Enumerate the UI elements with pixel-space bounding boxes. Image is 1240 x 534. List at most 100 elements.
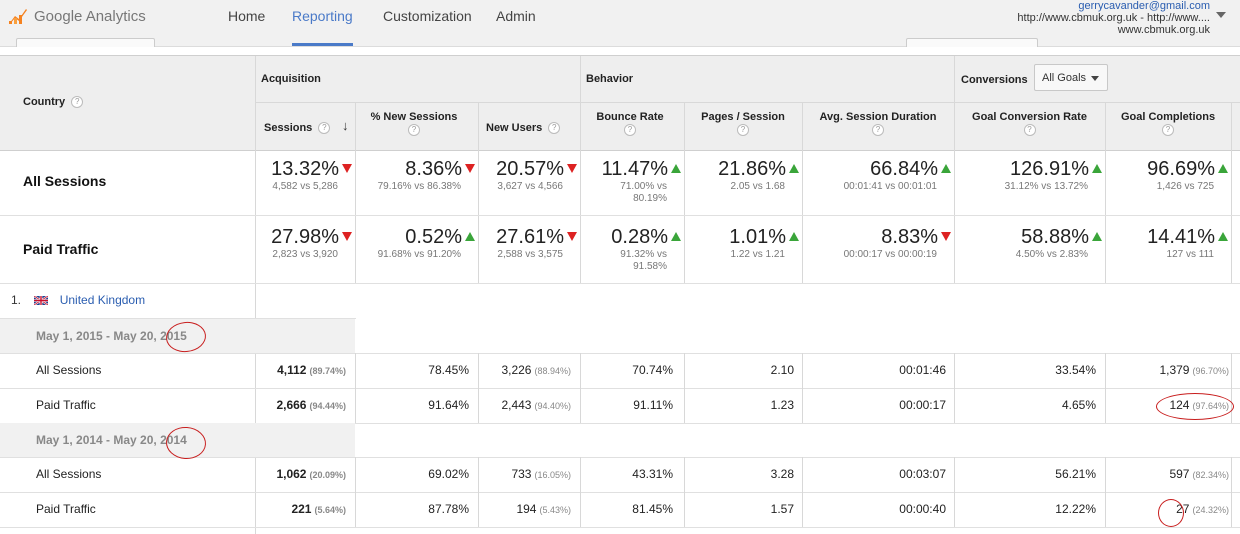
row-index: 1. — [11, 293, 22, 307]
col-divider — [684, 102, 685, 284]
row-divider — [0, 215, 1240, 216]
help-icon[interactable]: ? — [872, 124, 884, 137]
nav-admin[interactable]: Admin — [496, 8, 536, 24]
chevron-down-icon — [1091, 76, 1099, 81]
summary-comparison: 2,823 vs 3,920 — [272, 249, 338, 260]
sort-down-icon[interactable]: ↓ — [342, 118, 349, 133]
date-range-row — [0, 423, 355, 457]
col-bounce-rate[interactable]: Bounce Rate? — [596, 111, 664, 137]
col-divider — [684, 492, 685, 527]
account-property: http://www.cbmuk.org.uk - http://www.... — [1017, 12, 1210, 24]
goal-select-dropdown[interactable]: All Goals — [1034, 64, 1108, 91]
help-icon[interactable]: ? — [624, 124, 636, 137]
summary-comparison: 31.12% vs 13.72% — [1004, 181, 1088, 192]
col-divider — [954, 492, 955, 527]
uk-flag-icon — [34, 296, 49, 305]
summary-comparison: 91.32% vs 91.58% — [620, 249, 667, 272]
nav-reporting[interactable]: Reporting — [292, 8, 353, 24]
account-info[interactable]: gerrycavander@gmail.com http://www.cbmuk… — [1017, 0, 1210, 36]
summary-change-value: 11.47% — [602, 158, 681, 181]
arrow-down-icon — [941, 232, 951, 241]
col-divider — [478, 353, 479, 388]
help-icon[interactable]: ? — [548, 122, 561, 135]
table-cell: 1,379 (96.70%) — [1159, 363, 1229, 377]
table-cell: 81.45% — [632, 502, 673, 516]
summary-change-value: 96.69% — [1147, 158, 1228, 181]
help-icon[interactable]: ? — [318, 122, 331, 135]
account-email: gerrycavander@gmail.com — [1078, 0, 1210, 12]
col-divider — [1105, 388, 1106, 423]
conversions-group-header: Conversions — [961, 74, 1028, 86]
row-divider — [0, 457, 1240, 458]
help-icon[interactable]: ? — [71, 96, 84, 109]
summary-comparison: 3,627 vs 4,566 — [497, 181, 563, 192]
help-icon[interactable]: ? — [1162, 124, 1174, 137]
table-header — [0, 55, 1240, 151]
col-divider — [1105, 457, 1106, 492]
col-divider — [580, 102, 581, 284]
col-divider — [802, 388, 803, 423]
table-cell: 87.78% — [428, 502, 469, 516]
table-cell: 56.21% — [1055, 467, 1096, 481]
col-divider — [802, 457, 803, 492]
col-divider — [954, 457, 955, 492]
summary-change-value: 27.98% — [271, 226, 352, 249]
nav-customization[interactable]: Customization — [383, 8, 472, 24]
col-sessions[interactable]: Sessions? — [264, 122, 331, 135]
date-range-label: May 1, 2015 - May 20, 2015 — [36, 329, 187, 343]
table-cell: 597 (82.34%) — [1169, 467, 1229, 481]
table-cell: 00:01:46 — [899, 363, 946, 377]
arrow-up-icon — [1218, 164, 1228, 173]
table-cell: 1.57 — [770, 502, 794, 516]
col-divider — [802, 492, 803, 527]
summary-comparison: 00:01:41 vs 00:01:01 — [843, 181, 937, 192]
table-cell: 00:03:07 — [899, 467, 946, 481]
col-divider — [684, 388, 685, 423]
col-divider — [478, 102, 479, 284]
account-caret-icon[interactable] — [1216, 12, 1226, 18]
summary-comparison: 71.00% vs 80.19% — [620, 181, 667, 204]
header-divider — [255, 102, 1240, 103]
col-divider — [580, 457, 581, 492]
goal-select-value: All Goals — [1042, 72, 1087, 84]
col-divider — [1105, 353, 1106, 388]
table-cell: 1.23 — [770, 398, 794, 412]
arrow-up-icon — [789, 164, 799, 173]
table-cell: 4.65% — [1061, 398, 1096, 412]
table-cell: 3.28 — [770, 467, 794, 481]
col-divider — [1105, 492, 1106, 527]
table-cell: 12.22% — [1055, 502, 1096, 516]
col-divider — [954, 353, 955, 388]
summary-comparison: 1.22 vs 1.21 — [730, 249, 785, 260]
country-header[interactable]: Country? — [23, 96, 84, 109]
help-icon[interactable]: ? — [408, 124, 420, 137]
col-avg-session-duration[interactable]: Avg. Session Duration? — [819, 111, 937, 137]
arrow-up-icon — [1092, 232, 1102, 241]
summary-comparison: 4.50% vs 2.83% — [1015, 249, 1088, 260]
top-bar: Google Analytics Home Reporting Customiz… — [0, 0, 1240, 47]
summary-comparison: 00:00:17 vs 00:00:19 — [843, 249, 937, 260]
nav-home[interactable]: Home — [228, 8, 266, 24]
col-new-sessions[interactable]: % New Sessions? — [370, 111, 458, 137]
col-divider — [580, 388, 581, 423]
col-pages-session[interactable]: Pages / Session? — [701, 111, 785, 137]
col-divider — [684, 457, 685, 492]
country-link[interactable]: United Kingdom — [59, 293, 146, 307]
col-new-users[interactable]: New Users? — [486, 122, 561, 135]
col-divider — [954, 388, 955, 423]
col-goal-completions[interactable]: Goal Completions? — [1120, 111, 1216, 137]
col-divider — [802, 353, 803, 388]
country-row[interactable]: 1. United Kingdom — [11, 293, 145, 307]
google-analytics-logo[interactable]: Google Analytics — [8, 4, 146, 28]
arrow-down-icon — [567, 232, 577, 241]
col-divider — [355, 457, 356, 492]
toolbar-control-right[interactable] — [906, 38, 1038, 47]
logo-text: Google Analytics — [34, 7, 146, 25]
help-icon[interactable]: ? — [1023, 124, 1036, 137]
table-cell: 2,666 (94.44%) — [276, 398, 346, 412]
summary-change-value: 21.86% — [718, 158, 799, 181]
row-label: Paid Traffic — [36, 398, 96, 412]
col-goal-conversion-rate[interactable]: Goal Conversion Rate? — [972, 111, 1087, 137]
help-icon[interactable]: ? — [737, 124, 749, 137]
toolbar-control[interactable] — [16, 38, 155, 47]
